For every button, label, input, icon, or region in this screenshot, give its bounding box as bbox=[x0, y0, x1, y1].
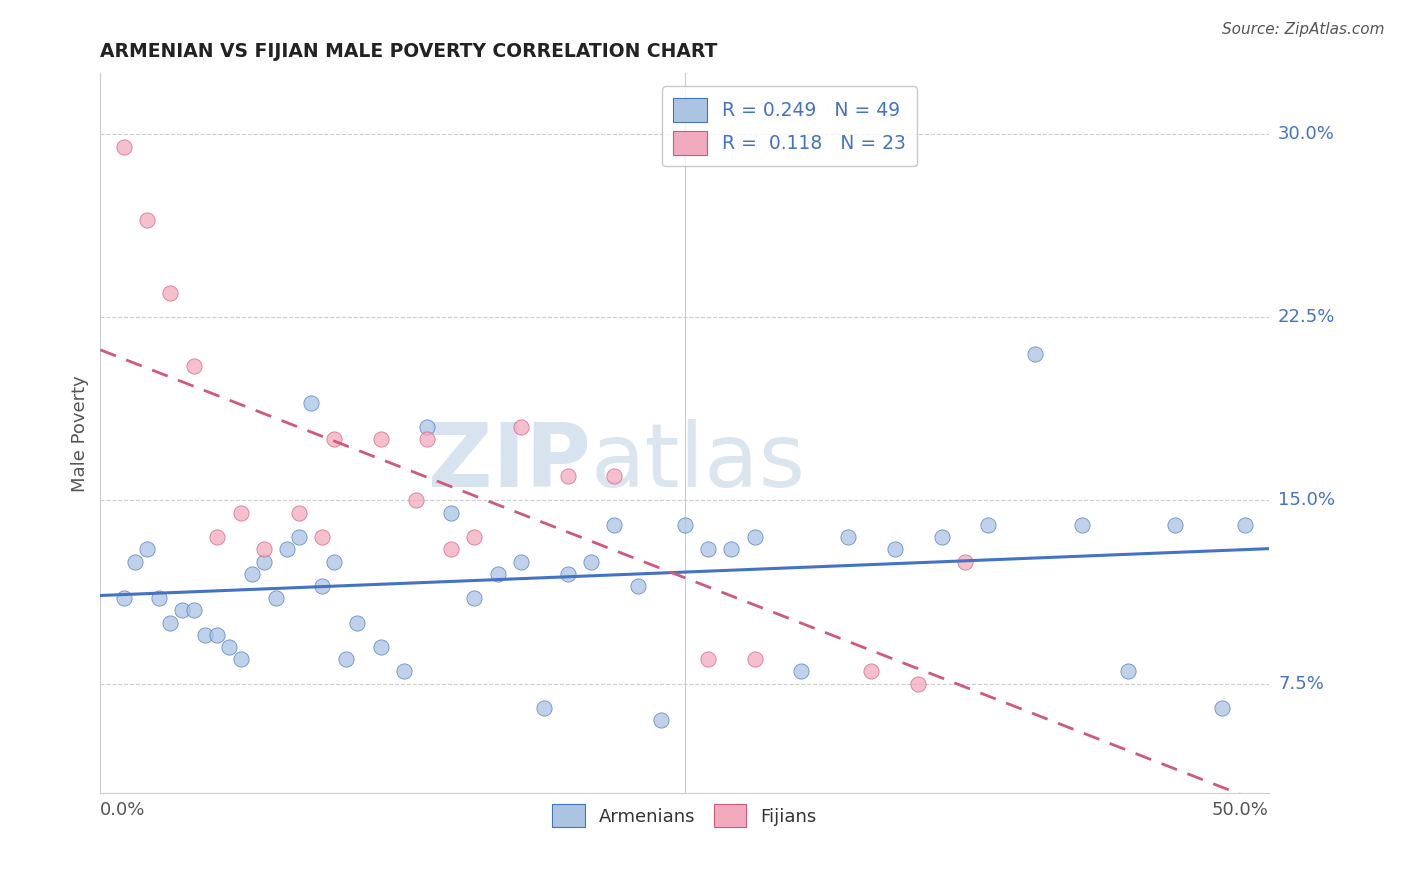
Text: 15.0%: 15.0% bbox=[1278, 491, 1336, 509]
Point bbox=[183, 359, 205, 374]
Point bbox=[370, 640, 392, 654]
Point bbox=[603, 469, 626, 483]
Point bbox=[148, 591, 170, 606]
Point bbox=[416, 433, 439, 447]
Point bbox=[977, 517, 1000, 532]
Point bbox=[790, 665, 813, 679]
Point bbox=[463, 530, 485, 544]
Point bbox=[205, 628, 228, 642]
Point bbox=[1024, 347, 1046, 361]
Point bbox=[392, 665, 415, 679]
Point bbox=[931, 530, 953, 544]
Point bbox=[744, 652, 766, 666]
Point bbox=[159, 615, 181, 630]
Point bbox=[557, 469, 579, 483]
Point bbox=[510, 554, 533, 568]
Point bbox=[650, 713, 672, 727]
Point bbox=[627, 579, 650, 593]
Point bbox=[673, 517, 696, 532]
Point bbox=[288, 530, 311, 544]
Point bbox=[860, 665, 883, 679]
Point bbox=[696, 542, 718, 557]
Point bbox=[136, 212, 159, 227]
Y-axis label: Male Poverty: Male Poverty bbox=[72, 375, 89, 491]
Point bbox=[205, 530, 228, 544]
Point bbox=[253, 554, 276, 568]
Point bbox=[579, 554, 602, 568]
Point bbox=[112, 591, 135, 606]
Text: 22.5%: 22.5% bbox=[1278, 309, 1336, 326]
Point bbox=[124, 554, 146, 568]
Point bbox=[405, 493, 427, 508]
Point bbox=[264, 591, 287, 606]
Point bbox=[744, 530, 766, 544]
Point bbox=[1118, 665, 1140, 679]
Point bbox=[533, 701, 555, 715]
Text: 0.0%: 0.0% bbox=[100, 801, 146, 819]
Point bbox=[299, 396, 322, 410]
Point bbox=[953, 554, 976, 568]
Point bbox=[1234, 517, 1257, 532]
Point bbox=[557, 566, 579, 581]
Point bbox=[696, 652, 718, 666]
Point bbox=[311, 579, 333, 593]
Point bbox=[486, 566, 509, 581]
Point bbox=[218, 640, 240, 654]
Point bbox=[159, 286, 181, 301]
Point bbox=[1211, 701, 1233, 715]
Point bbox=[229, 506, 252, 520]
Point bbox=[416, 420, 439, 434]
Text: 30.0%: 30.0% bbox=[1278, 126, 1334, 144]
Point bbox=[323, 433, 346, 447]
Point bbox=[240, 566, 263, 581]
Point bbox=[440, 506, 463, 520]
Point bbox=[112, 139, 135, 153]
Point bbox=[288, 506, 311, 520]
Point bbox=[883, 542, 905, 557]
Point bbox=[837, 530, 859, 544]
Point bbox=[720, 542, 742, 557]
Point bbox=[510, 420, 533, 434]
Point bbox=[346, 615, 368, 630]
Text: Source: ZipAtlas.com: Source: ZipAtlas.com bbox=[1222, 22, 1385, 37]
Point bbox=[370, 433, 392, 447]
Point bbox=[311, 530, 333, 544]
Point bbox=[907, 676, 929, 690]
Point bbox=[276, 542, 298, 557]
Point bbox=[229, 652, 252, 666]
Text: 50.0%: 50.0% bbox=[1212, 801, 1268, 819]
Point bbox=[194, 628, 217, 642]
Point bbox=[323, 554, 346, 568]
Text: 7.5%: 7.5% bbox=[1278, 674, 1324, 692]
Point bbox=[172, 603, 194, 617]
Point bbox=[1164, 517, 1187, 532]
Text: atlas: atlas bbox=[591, 418, 806, 506]
Point bbox=[183, 603, 205, 617]
Point bbox=[335, 652, 357, 666]
Point bbox=[440, 542, 463, 557]
Legend: Armenians, Fijians: Armenians, Fijians bbox=[546, 797, 824, 835]
Point bbox=[603, 517, 626, 532]
Text: ZIP: ZIP bbox=[429, 418, 591, 506]
Point bbox=[136, 542, 159, 557]
Point bbox=[1070, 517, 1092, 532]
Text: ARMENIAN VS FIJIAN MALE POVERTY CORRELATION CHART: ARMENIAN VS FIJIAN MALE POVERTY CORRELAT… bbox=[100, 42, 717, 61]
Point bbox=[253, 542, 276, 557]
Point bbox=[463, 591, 485, 606]
